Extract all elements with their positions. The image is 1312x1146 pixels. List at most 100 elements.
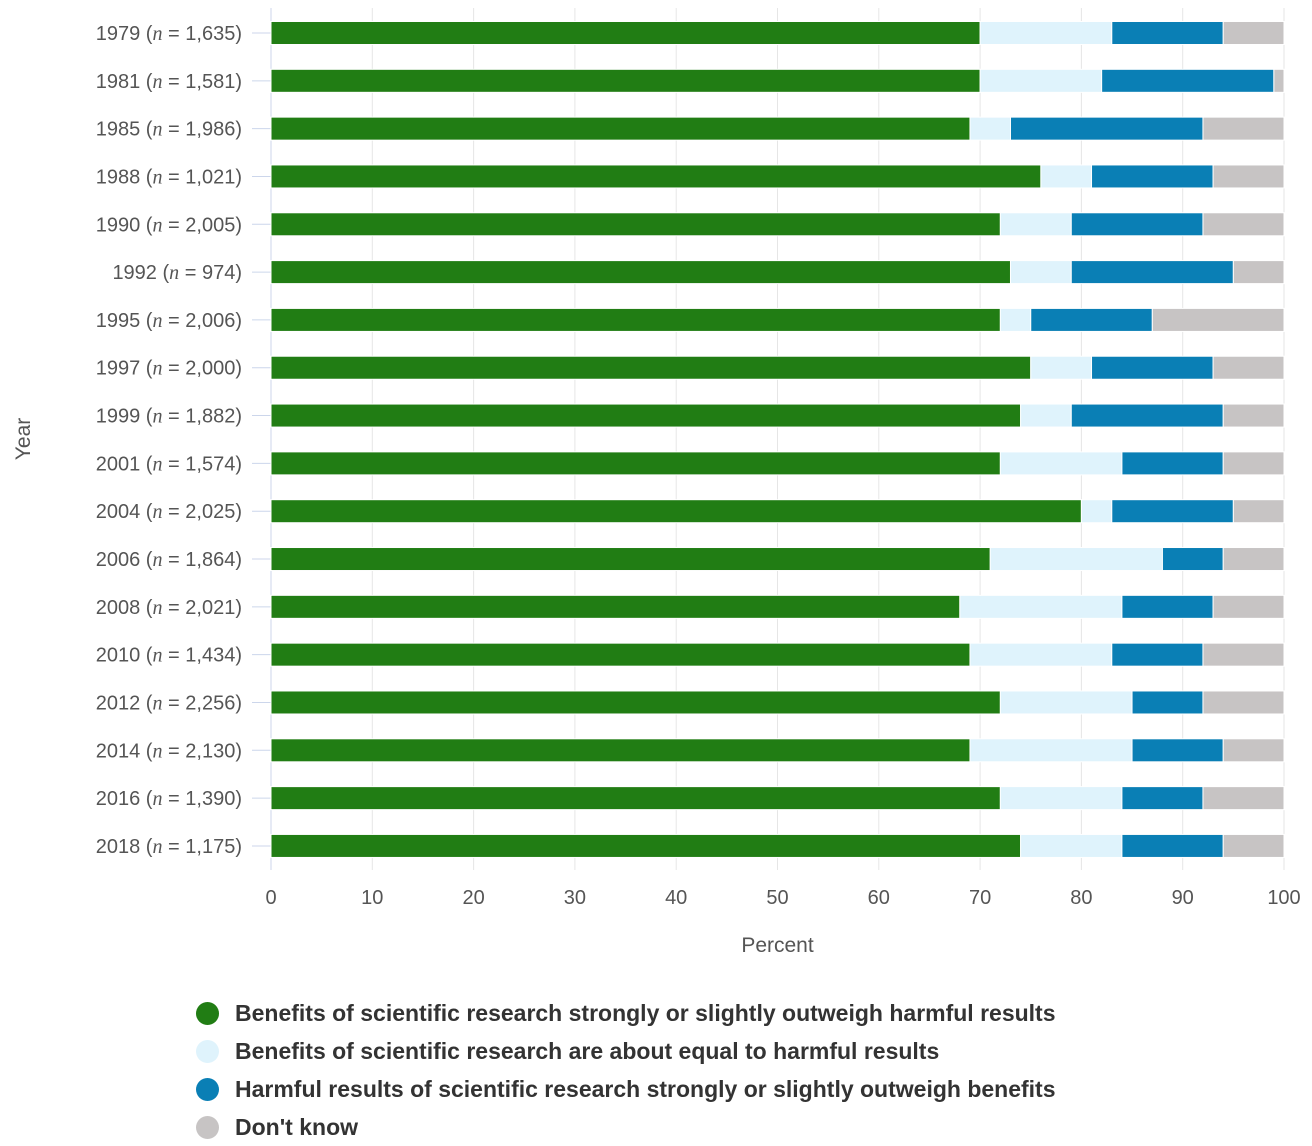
category-year: 1990 xyxy=(96,214,141,236)
bar-segment-1 xyxy=(270,403,1022,428)
bar-segment-3 xyxy=(1121,451,1224,476)
y-tick-label: 2006 (n = 1,864) xyxy=(96,549,242,571)
bar-segment-4 xyxy=(1202,116,1285,141)
category-n: 1,986 xyxy=(185,119,235,141)
bar-segment-4 xyxy=(1222,451,1285,476)
category-year: 2012 xyxy=(96,692,141,714)
x-tick-label: 50 xyxy=(766,887,788,909)
category-n: 1,390 xyxy=(185,788,235,810)
bar-segment-3 xyxy=(1111,642,1204,667)
bar-segment-4 xyxy=(1202,212,1285,237)
bar-segment-1 xyxy=(270,355,1032,380)
bar-segment-1 xyxy=(270,164,1042,189)
category-year: 2004 xyxy=(96,501,141,523)
y-tick-label: 1999 (n = 1,882) xyxy=(96,406,242,428)
category-n: 1,635 xyxy=(185,23,235,45)
category-n: 1,434 xyxy=(185,645,235,667)
y-tick-label: 1995 (n = 2,006) xyxy=(96,310,242,332)
x-tick-label: 0 xyxy=(265,887,276,909)
bar-segment-1 xyxy=(270,260,1011,285)
bar-segment-1 xyxy=(270,68,981,93)
bar-segment-4 xyxy=(1212,164,1285,189)
y-tick-label: 1985 (n = 1,986) xyxy=(96,119,242,141)
bar-segment-3 xyxy=(1131,690,1204,715)
category-n: 1,864 xyxy=(185,549,235,571)
bar-segment-2 xyxy=(999,212,1072,237)
category-n: 974 xyxy=(202,262,235,284)
category-year: 1988 xyxy=(96,166,141,188)
bar-segment-4 xyxy=(1273,68,1285,93)
x-tick-label: 40 xyxy=(665,887,687,909)
y-tick-label: 1992 (n = 974) xyxy=(112,262,242,284)
bar-segment-1 xyxy=(270,594,961,619)
bar-segment-3 xyxy=(1121,833,1224,858)
stacked-bar-chart: 1979 (n = 1,635) 1981 (n = 1,581) 1985 (n … xyxy=(12,8,1301,957)
bar-segment-2 xyxy=(959,594,1123,619)
legend-swatch xyxy=(196,1077,219,1101)
category-n: 2,256 xyxy=(185,692,235,714)
bar-segment-1 xyxy=(270,738,971,763)
y-tick-label: 1988 (n = 1,021) xyxy=(96,166,242,188)
category-year: 2010 xyxy=(96,645,141,667)
bar-segment-3 xyxy=(1070,212,1204,237)
bar-segment-3 xyxy=(1030,307,1153,332)
legend-item[interactable]: Harmful results of scientific research s… xyxy=(196,1070,1056,1108)
bar-segment-4 xyxy=(1202,786,1285,811)
legend-item[interactable]: Benefits of scientific research are abou… xyxy=(196,1032,1056,1070)
category-n: 2,006 xyxy=(185,310,235,332)
legend-swatch xyxy=(196,1001,219,1025)
legend-label: Don't know xyxy=(235,1113,359,1140)
bar-segment-3 xyxy=(1070,260,1234,285)
legend-item[interactable]: Don't know xyxy=(196,1108,1056,1146)
bar-segment-4 xyxy=(1222,738,1285,763)
bar-segment-1 xyxy=(270,212,1001,237)
bar-segment-3 xyxy=(1131,738,1224,763)
category-n: 2,130 xyxy=(185,740,235,762)
bar-segment-3 xyxy=(1091,355,1214,380)
bar-segment-2 xyxy=(979,68,1103,93)
bar-segment-3 xyxy=(1009,116,1204,141)
x-tick-label: 20 xyxy=(462,887,484,909)
bar-segment-2 xyxy=(1009,260,1072,285)
bar-segment-1 xyxy=(270,451,1001,476)
bar-segment-2 xyxy=(999,690,1133,715)
x-tick-label: 60 xyxy=(868,887,890,909)
bar-segment-2 xyxy=(999,451,1123,476)
category-year: 2014 xyxy=(96,740,141,762)
bar-segment-1 xyxy=(270,833,1022,858)
y-tick-label: 1981 (n = 1,581) xyxy=(96,71,242,93)
y-tick-label: 2016 (n = 1,390) xyxy=(96,788,242,810)
y-axis-title: Year xyxy=(12,418,35,460)
bar-segment-2 xyxy=(1020,403,1072,428)
category-n: 1,882 xyxy=(185,406,235,428)
legend: Benefits of scientific research strongly… xyxy=(196,994,1056,1146)
bar-segment-2 xyxy=(979,21,1113,45)
bar-segment-2 xyxy=(999,307,1032,332)
category-n: 2,025 xyxy=(185,501,235,523)
category-n: 2,005 xyxy=(185,214,235,236)
legend-label: Benefits of scientific research are abou… xyxy=(235,1037,940,1064)
y-tick-label: 2018 (n = 1,175) xyxy=(96,836,242,858)
bar-segment-1 xyxy=(270,547,991,572)
bar-segment-4 xyxy=(1212,594,1285,619)
bar-segment-2 xyxy=(999,786,1123,811)
category-n: 2,000 xyxy=(185,358,235,380)
legend-swatch xyxy=(196,1039,219,1063)
y-tick-label: 2014 (n = 2,130) xyxy=(96,740,242,762)
category-year: 1981 xyxy=(96,71,141,93)
legend-item[interactable]: Benefits of scientific research strongly… xyxy=(196,994,1056,1032)
category-n: 1,574 xyxy=(185,453,235,475)
y-tick-label: 2012 (n = 2,256) xyxy=(96,692,242,714)
x-tick-label: 70 xyxy=(969,887,991,909)
category-year: 2008 xyxy=(96,597,141,619)
category-year: 2006 xyxy=(96,549,141,571)
bar-segment-2 xyxy=(969,738,1133,763)
bar-segment-4 xyxy=(1222,547,1285,572)
bar-segment-3 xyxy=(1121,594,1214,619)
bar-segment-2 xyxy=(1030,355,1093,380)
x-tick-label: 80 xyxy=(1070,887,1092,909)
category-n: 1,581 xyxy=(185,71,235,93)
x-tick-label: 90 xyxy=(1172,887,1194,909)
y-tick-label: 2008 (n = 2,021) xyxy=(96,597,242,619)
